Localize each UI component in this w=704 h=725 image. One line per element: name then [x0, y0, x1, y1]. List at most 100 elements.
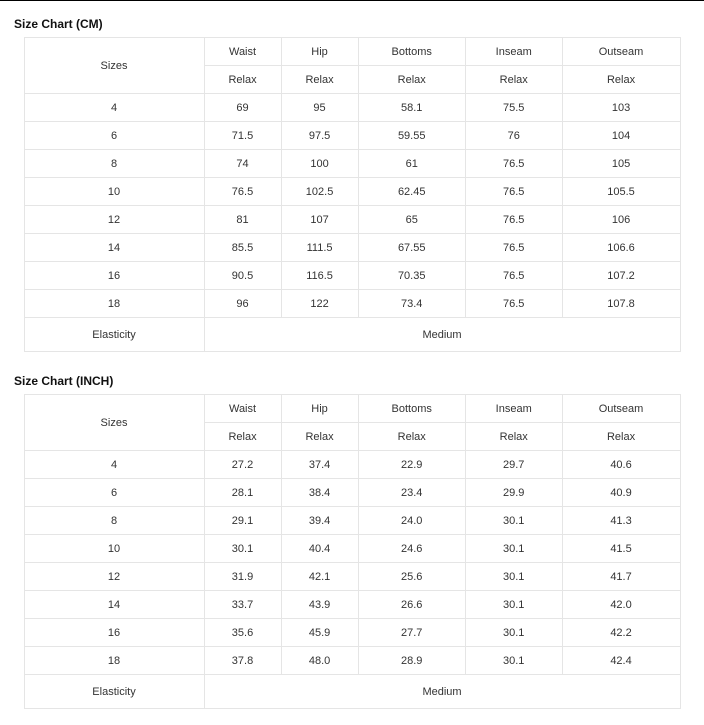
spacer	[14, 38, 24, 352]
data-cell: 107.2	[562, 262, 680, 290]
relax-header: Relax	[358, 66, 465, 94]
data-cell: 104	[562, 122, 680, 150]
data-cell: 105.5	[562, 178, 680, 206]
size-cell: 6	[24, 479, 204, 507]
data-cell: 58.1	[358, 94, 465, 122]
data-cell: 40.9	[562, 479, 680, 507]
relax-header: Relax	[281, 423, 358, 451]
data-cell: 24.6	[358, 535, 465, 563]
table-row: 14 85.5 111.5 67.55 76.5 106.6	[14, 234, 690, 262]
table-row: 6 28.1 38.4 23.4 29.9 40.9	[14, 479, 690, 507]
data-cell: 67.55	[358, 234, 465, 262]
size-cell: 4	[24, 94, 204, 122]
relax-header: Relax	[204, 66, 281, 94]
data-cell: 30.1	[465, 535, 562, 563]
relax-header: Relax	[562, 66, 680, 94]
data-cell: 41.3	[562, 507, 680, 535]
data-cell: 28.9	[358, 647, 465, 675]
data-cell: 24.0	[358, 507, 465, 535]
data-cell: 43.9	[281, 591, 358, 619]
elasticity-label: Elasticity	[24, 675, 204, 709]
table-row: 8 74 100 61 76.5 105	[14, 150, 690, 178]
size-cell: 16	[24, 619, 204, 647]
data-cell: 23.4	[358, 479, 465, 507]
data-cell: 69	[204, 94, 281, 122]
size-cell: 14	[24, 591, 204, 619]
size-cell: 4	[24, 451, 204, 479]
data-cell: 90.5	[204, 262, 281, 290]
size-cell: 12	[24, 206, 204, 234]
table-header-row: Sizes Waist Hip Bottoms Inseam Outseam	[14, 38, 690, 66]
data-cell: 35.6	[204, 619, 281, 647]
data-cell: 103	[562, 94, 680, 122]
table-row: 10 30.1 40.4 24.6 30.1 41.5	[14, 535, 690, 563]
data-cell: 122	[281, 290, 358, 318]
data-cell: 96	[204, 290, 281, 318]
data-cell: 41.7	[562, 563, 680, 591]
data-cell: 30.1	[465, 563, 562, 591]
col-header-bottoms: Bottoms	[358, 38, 465, 66]
data-cell: 105	[562, 150, 680, 178]
data-cell: 42.2	[562, 619, 680, 647]
data-cell: 75.5	[465, 94, 562, 122]
col-header-waist: Waist	[204, 38, 281, 66]
data-cell: 107.8	[562, 290, 680, 318]
size-chart-cm-table: Sizes Waist Hip Bottoms Inseam Outseam R…	[14, 37, 690, 352]
data-cell: 40.4	[281, 535, 358, 563]
data-cell: 76.5	[204, 178, 281, 206]
data-cell: 30.1	[465, 619, 562, 647]
data-cell: 33.7	[204, 591, 281, 619]
data-cell: 26.6	[358, 591, 465, 619]
data-cell: 61	[358, 150, 465, 178]
table-row: 4 69 95 58.1 75.5 103	[14, 94, 690, 122]
relax-header: Relax	[204, 423, 281, 451]
size-cell: 10	[24, 178, 204, 206]
data-cell: 29.1	[204, 507, 281, 535]
data-cell: 40.6	[562, 451, 680, 479]
table-row: 14 33.7 43.9 26.6 30.1 42.0	[14, 591, 690, 619]
data-cell: 48.0	[281, 647, 358, 675]
size-cell: 6	[24, 122, 204, 150]
data-cell: 37.4	[281, 451, 358, 479]
relax-header: Relax	[358, 423, 465, 451]
data-cell: 106	[562, 206, 680, 234]
col-header-hip: Hip	[281, 395, 358, 423]
data-cell: 81	[204, 206, 281, 234]
data-cell: 28.1	[204, 479, 281, 507]
data-cell: 41.5	[562, 535, 680, 563]
data-cell: 74	[204, 150, 281, 178]
data-cell: 65	[358, 206, 465, 234]
col-header-hip: Hip	[281, 38, 358, 66]
size-chart-inch-table: Sizes Waist Hip Bottoms Inseam Outseam R…	[14, 394, 690, 709]
data-cell: 76.5	[465, 290, 562, 318]
data-cell: 73.4	[358, 290, 465, 318]
data-cell: 116.5	[281, 262, 358, 290]
data-cell: 76.5	[465, 262, 562, 290]
size-cell: 8	[24, 150, 204, 178]
size-chart-page: Size Chart (CM) Sizes Waist Hip Bottoms …	[0, 0, 704, 725]
col-header-inseam: Inseam	[465, 38, 562, 66]
size-cell: 10	[24, 535, 204, 563]
size-cell: 18	[24, 290, 204, 318]
data-cell: 27.7	[358, 619, 465, 647]
sizes-header: Sizes	[24, 395, 204, 451]
table-row: 18 96 122 73.4 76.5 107.8	[14, 290, 690, 318]
data-cell: 107	[281, 206, 358, 234]
elasticity-label: Elasticity	[24, 318, 204, 352]
table-header-row: Sizes Waist Hip Bottoms Inseam Outseam	[14, 395, 690, 423]
table-row: 4 27.2 37.4 22.9 29.7 40.6	[14, 451, 690, 479]
size-cell: 12	[24, 563, 204, 591]
size-cell: 8	[24, 507, 204, 535]
size-chart-cm-title: Size Chart (CM)	[14, 17, 690, 31]
data-cell: 30.1	[204, 535, 281, 563]
data-cell: 85.5	[204, 234, 281, 262]
relax-header: Relax	[562, 423, 680, 451]
data-cell: 59.55	[358, 122, 465, 150]
data-cell: 111.5	[281, 234, 358, 262]
sizes-header: Sizes	[24, 38, 204, 94]
data-cell: 42.4	[562, 647, 680, 675]
relax-header: Relax	[281, 66, 358, 94]
col-header-bottoms: Bottoms	[358, 395, 465, 423]
table-row: 8 29.1 39.4 24.0 30.1 41.3	[14, 507, 690, 535]
data-cell: 30.1	[465, 591, 562, 619]
